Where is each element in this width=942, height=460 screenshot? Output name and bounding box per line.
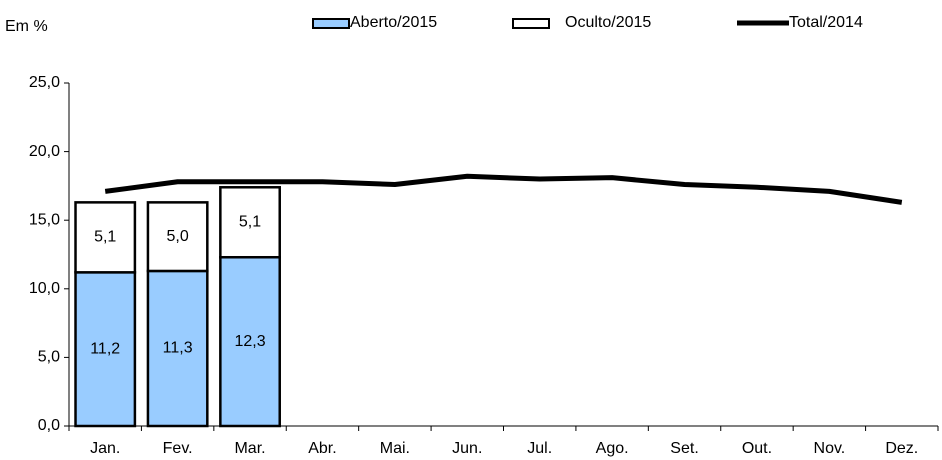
- y-tick-label: 0,0: [38, 417, 60, 434]
- line: [104, 173, 903, 205]
- data-label: 11,3: [163, 340, 193, 357]
- x-tick-label: Ago.: [596, 440, 629, 457]
- y-tick-label: 10,0: [29, 280, 60, 297]
- x-tick-label: Mar.: [234, 440, 265, 457]
- x-tick-label: Abr.: [308, 440, 336, 457]
- x-tick-label: Dez.: [885, 440, 918, 457]
- data-label: 11,2: [90, 340, 120, 357]
- x-tick-label: Jun.: [452, 440, 482, 457]
- x-tick-label: Set.: [670, 440, 698, 457]
- data-label: 12,3: [234, 333, 265, 350]
- y-axis-label: Em %: [5, 18, 48, 35]
- legend-label: Total/2014: [789, 14, 863, 31]
- legend-label: Oculto/2015: [565, 14, 651, 31]
- data-label: 5,1: [239, 213, 261, 230]
- bar: [146, 269, 209, 428]
- legend-swatch: [312, 18, 350, 29]
- x-tick-label: Out.: [742, 440, 772, 457]
- x-tick-label: Mai.: [380, 440, 410, 457]
- x-tick-label: Fev.: [163, 440, 193, 457]
- bar: [219, 186, 281, 259]
- y-tick-label: 5,0: [38, 349, 60, 366]
- y-tick-label: 25,0: [29, 74, 60, 91]
- legend-label: Aberto/2015: [350, 14, 437, 31]
- y-tick-label: 20,0: [29, 143, 60, 160]
- x-tick-label: Nov.: [814, 440, 846, 457]
- bar: [74, 201, 137, 274]
- x-tick-label: Jul.: [527, 440, 552, 457]
- data-label: 5,1: [94, 229, 116, 246]
- x-tick-label: Jan.: [90, 440, 120, 457]
- legend-swatch: [512, 18, 550, 29]
- data-label: 5,0: [167, 228, 189, 245]
- bar: [146, 201, 209, 273]
- y-tick-label: 15,0: [29, 211, 60, 228]
